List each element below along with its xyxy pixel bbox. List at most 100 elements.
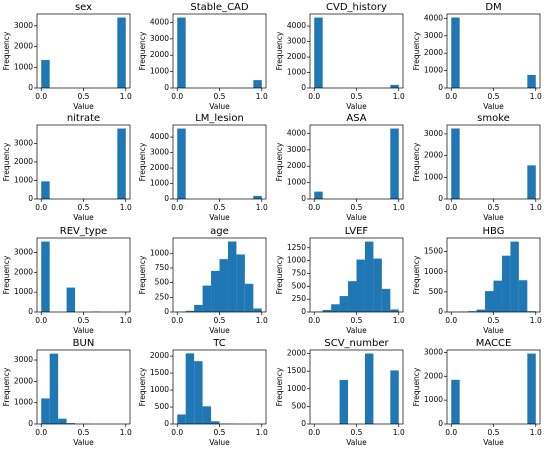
bar: [476, 309, 486, 312]
subplot: 0.0 0.5 1.0 0 1000 2000 3000 4000 Stable_CAD Valu…: [138, 2, 268, 111]
x-tick-label: 0.5: [78, 92, 90, 101]
bar: [211, 421, 220, 424]
subplot: 0.0 0.5 1.0 0 500 1000 1500 2000 TC Value Frequenc…: [138, 338, 268, 447]
x-axis-label: Value: [73, 102, 94, 111]
subplot-title: HBG: [483, 226, 505, 237]
y-axis-label: Frequency: [275, 255, 284, 294]
bar: [468, 311, 477, 312]
bar: [364, 241, 374, 312]
y-tick-label: 500: [155, 402, 170, 411]
x-tick-label: 0.0: [171, 316, 183, 325]
x-axis-label: Value: [209, 213, 230, 222]
plot-frame: [309, 349, 404, 425]
y-tick-label: 4000: [424, 13, 443, 22]
bar: [485, 291, 494, 312]
y-tick-label: 2000: [424, 151, 443, 160]
y-tick-label: 0: [301, 83, 306, 92]
bar: [331, 304, 340, 312]
x-tick-label: 1.0: [393, 203, 405, 212]
y-tick-label: 1000: [287, 256, 306, 265]
y-tick-label: 1000: [424, 172, 443, 181]
bar: [236, 254, 245, 312]
bar: [58, 418, 67, 424]
x-tick-label: 1.0: [256, 316, 268, 325]
y-tick-label: 3000: [14, 21, 33, 30]
y-tick-label: 2000: [424, 48, 443, 57]
x-tick-label: 0.0: [445, 316, 457, 325]
bar: [390, 84, 399, 88]
bar: [518, 280, 528, 312]
bar: [253, 195, 262, 199]
y-axis-label: Frequency: [275, 31, 284, 70]
bar: [322, 309, 332, 312]
bar: [117, 128, 126, 199]
y-tick-label: 2000: [14, 42, 33, 51]
bar: [527, 165, 536, 199]
x-axis-label: Value: [346, 438, 367, 447]
x-tick-label: 0.5: [351, 92, 363, 101]
y-tick-label: 4000: [150, 132, 169, 141]
y-axis-label: Frequency: [2, 31, 11, 70]
bar: [49, 353, 59, 424]
x-tick-label: 0.5: [488, 316, 500, 325]
bar: [194, 304, 203, 312]
x-tick-label: 0.5: [351, 428, 363, 437]
subplot-title: ASA: [346, 113, 366, 124]
y-tick-label: 2000: [14, 157, 33, 166]
x-axis-label: Value: [483, 213, 504, 222]
bar: [177, 414, 186, 424]
y-tick-label: 1500: [287, 366, 306, 375]
y-tick-label: 3000: [424, 129, 443, 138]
y-axis-label: Frequency: [275, 142, 284, 181]
y-tick-label: 1000: [150, 385, 169, 394]
x-axis-label: Value: [209, 326, 230, 335]
y-tick-label: 2000: [287, 161, 306, 170]
y-tick-label: 2000: [287, 349, 306, 358]
y-tick-label: 1250: [287, 243, 306, 252]
subplot-title: nitrate: [67, 113, 100, 124]
bar: [41, 398, 50, 424]
x-tick-label: 0.5: [488, 92, 500, 101]
y-tick-label: 1000: [287, 178, 306, 187]
y-axis-label: Frequency: [412, 142, 421, 181]
bar: [314, 191, 323, 199]
subplot-title: TC: [212, 338, 226, 349]
bar: [390, 128, 399, 199]
bar: [177, 128, 186, 199]
subplot-title: BUN: [73, 338, 95, 349]
bar: [227, 241, 237, 312]
y-tick-label: 3000: [150, 148, 169, 157]
bar: [244, 283, 254, 312]
x-tick-label: 1.0: [530, 428, 542, 437]
bar: [41, 60, 50, 88]
y-tick-label: 0: [28, 194, 33, 203]
y-tick-label: 2000: [287, 52, 306, 61]
y-tick-label: 1000: [424, 66, 443, 75]
x-tick-label: 0.0: [35, 203, 47, 212]
y-tick-label: 0: [164, 83, 169, 92]
x-tick-label: 0.0: [445, 203, 457, 212]
bar: [348, 281, 357, 312]
x-tick-label: 0.5: [214, 316, 226, 325]
bar: [451, 379, 460, 424]
y-tick-label: 1000: [150, 67, 169, 76]
y-tick-label: 2000: [150, 163, 169, 172]
bar: [390, 370, 399, 424]
subplot-title: LVEF: [345, 226, 369, 237]
y-tick-label: 500: [429, 287, 444, 296]
x-tick-label: 0.5: [214, 92, 226, 101]
subplot: 0.0 0.5 1.0 0 1000 2000 3000 4000 ASA Value Freque…: [275, 113, 405, 222]
y-tick-label: 4000: [150, 17, 169, 26]
x-tick-label: 1.0: [256, 428, 268, 437]
subplot: 0.0 0.5 1.0 0 500 1000 1500 2000 SCV_number Value…: [275, 338, 405, 447]
bar: [493, 280, 502, 312]
x-tick-label: 0.5: [351, 203, 363, 212]
x-tick-label: 0.0: [35, 92, 47, 101]
bar: [202, 406, 212, 424]
bar: [185, 310, 195, 312]
bar: [253, 308, 262, 312]
x-tick-label: 1.0: [393, 428, 405, 437]
subplot-title: sex: [75, 2, 92, 13]
x-tick-label: 0.0: [308, 92, 320, 101]
